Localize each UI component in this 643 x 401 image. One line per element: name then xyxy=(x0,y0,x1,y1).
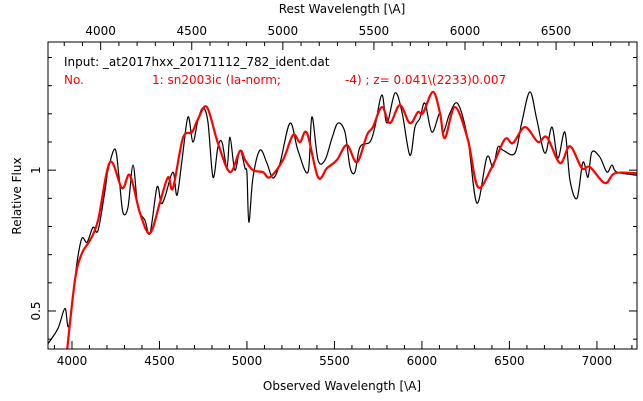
input-spectrum-line xyxy=(48,91,637,344)
top-tick-label: 5000 xyxy=(268,24,299,38)
top-tick-label: 6500 xyxy=(541,24,572,38)
top-tick-label: 4500 xyxy=(176,24,207,38)
plot-frame xyxy=(47,41,638,350)
x-tick-label: 6500 xyxy=(494,354,525,368)
top-tick-label: 6000 xyxy=(450,24,481,38)
x-tick-label: 6000 xyxy=(407,354,438,368)
input-file-label: Input: _at2017hxx_20171112_782_ident.dat xyxy=(64,55,330,69)
x-axis-label: Observed Wavelength [\A] xyxy=(263,379,421,393)
y-tick-label: 0.5 xyxy=(29,301,43,320)
x-tick-label: 7000 xyxy=(582,354,613,368)
x-tick-label: 4500 xyxy=(144,354,175,368)
match-fit-label: -4) ; z= 0.041\(2233)0.007 xyxy=(345,73,506,87)
x-tick-label: 5000 xyxy=(232,354,263,368)
y-tick-label: 1 xyxy=(29,166,43,174)
template-spectrum-line xyxy=(66,90,637,349)
match-template-label: 1: sn2003ic (Ia-norm; xyxy=(152,73,281,87)
x-tick-label: 5500 xyxy=(319,354,350,368)
top-tick-label: 4000 xyxy=(85,24,116,38)
top-axis-label: Rest Wavelength [\A] xyxy=(279,2,406,16)
match-number-label: No. xyxy=(64,73,84,87)
y-axis-label: Relative Flux xyxy=(10,157,24,234)
x-tick-label: 4000 xyxy=(57,354,88,368)
top-tick-label: 5500 xyxy=(359,24,390,38)
